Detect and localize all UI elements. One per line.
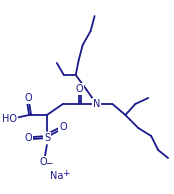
Text: O: O: [39, 157, 47, 167]
Text: N: N: [93, 99, 100, 109]
Text: −: −: [45, 158, 53, 167]
Text: O: O: [24, 133, 32, 143]
Text: HO: HO: [2, 114, 17, 124]
Text: +: +: [62, 170, 70, 178]
Text: S: S: [44, 133, 50, 143]
Text: Na: Na: [50, 171, 64, 181]
Text: O: O: [76, 84, 84, 94]
Text: O: O: [59, 122, 67, 132]
Text: O: O: [24, 93, 32, 103]
